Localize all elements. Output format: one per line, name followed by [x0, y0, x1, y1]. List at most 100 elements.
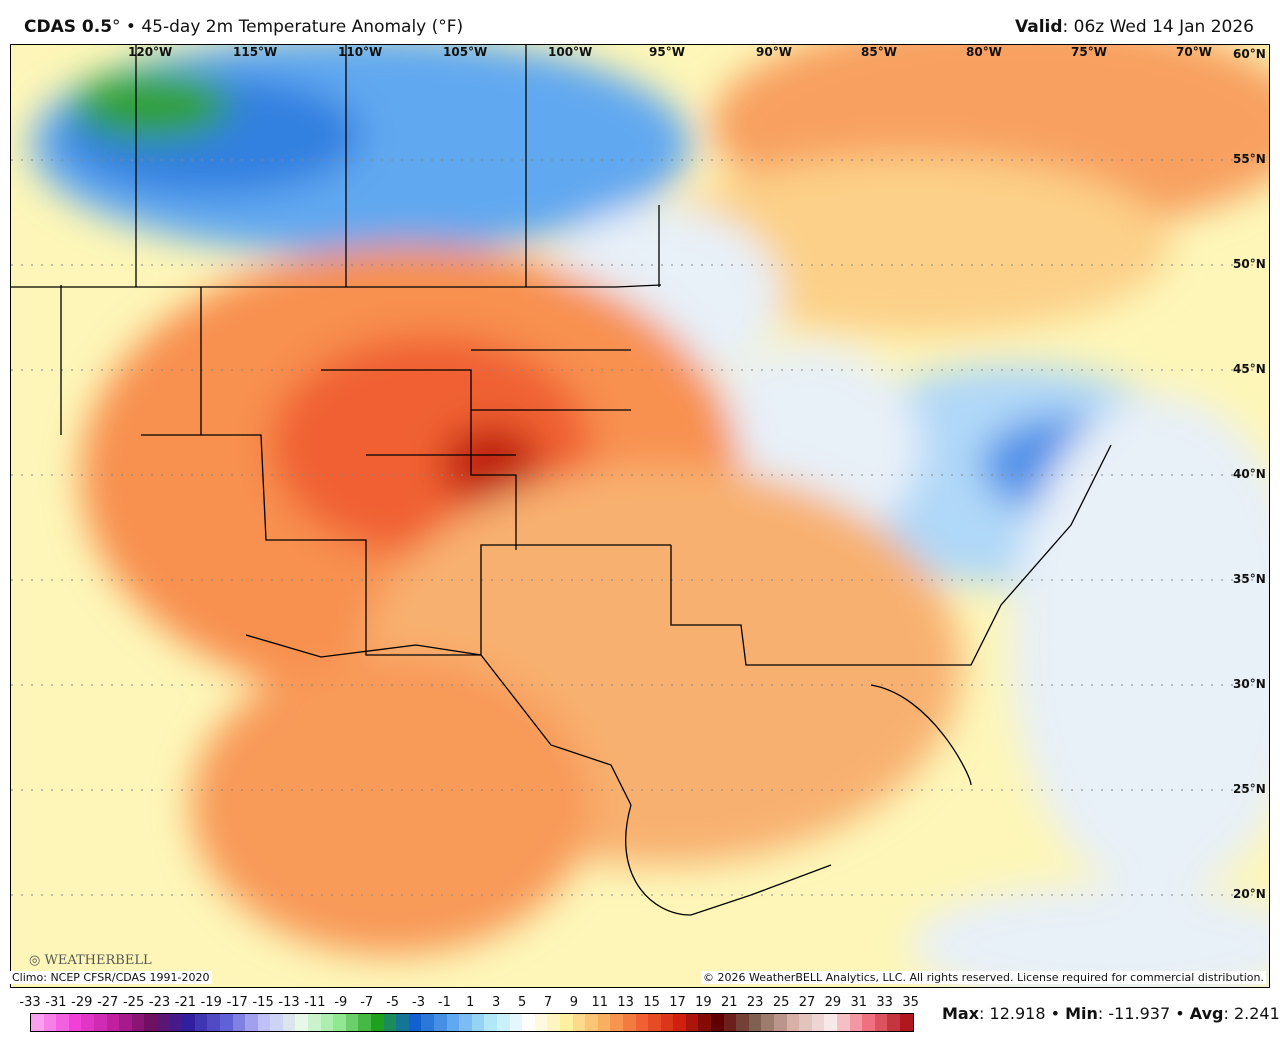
- colorbar-ticks: -33 -31 -29 -27 -25 -23 -21 -19 -17 -15 -13 -11 -9 -7…: [18, 995, 918, 1011]
- colorbar-cell: [333, 1014, 346, 1031]
- bc-green: [71, 70, 231, 140]
- colorbar-cell: [93, 1014, 107, 1031]
- colorbar-cell: [559, 1014, 573, 1031]
- colorbar-cell: [522, 1014, 535, 1031]
- colorbar-tick: -29: [71, 995, 93, 1010]
- min-label: Min: [1065, 1004, 1098, 1023]
- longitude-label: 110°W: [338, 45, 383, 59]
- colorbar-tick: 21: [721, 995, 738, 1010]
- colorbar-tick: 9: [569, 995, 579, 1010]
- colorbar-cell: [622, 1014, 636, 1031]
- colorbar-tick: -31: [45, 995, 67, 1010]
- colorbar-cell: [81, 1014, 94, 1031]
- latitude-label: 30°N: [1233, 677, 1266, 691]
- colorbar-cell: [345, 1014, 359, 1031]
- colorbar-cell: [572, 1014, 586, 1031]
- colorbar-cell: [396, 1014, 409, 1031]
- colorbar-tick: 13: [617, 995, 634, 1010]
- colorbar-tick: 27: [798, 995, 816, 1010]
- colorbar-cell: [774, 1014, 787, 1031]
- colorbar-cell: [849, 1014, 863, 1031]
- colorbar-cell: [169, 1014, 183, 1031]
- climo-source: Climo: NCEP CFSR/CDAS 1991-2020: [10, 971, 212, 984]
- colorbar-cell: [711, 1014, 724, 1031]
- longitude-label: 75°W: [1071, 45, 1107, 59]
- colorbar-tick: -23: [148, 995, 171, 1010]
- colorbar-cell: [408, 1014, 422, 1031]
- colorbar-tick: 23: [746, 995, 764, 1010]
- colorbar-cell: [68, 1014, 82, 1031]
- colorbar-tick: -1: [437, 995, 451, 1010]
- colorbar-cell: [434, 1014, 447, 1031]
- colorbar-tick: 1: [466, 995, 475, 1010]
- colorbar-tick: -21: [174, 995, 197, 1010]
- colorbar-cell: [56, 1014, 69, 1031]
- colorbar-tick: -3: [412, 995, 425, 1010]
- caribbean-neutral: [911, 885, 1269, 987]
- min-value: : -11.937 •: [1097, 1004, 1190, 1023]
- colorbar-tick: 35: [902, 995, 919, 1010]
- colorbar-cell: [547, 1014, 560, 1031]
- colorbar-cell: [635, 1014, 649, 1031]
- colorbar-cell: [761, 1014, 775, 1031]
- colorbar-tick: 17: [669, 995, 686, 1010]
- colorbar-cell: [383, 1014, 397, 1031]
- latitude-label: 40°N: [1233, 467, 1266, 481]
- colorbar-cell: [207, 1014, 220, 1031]
- colorbar-tick: 3: [492, 995, 501, 1010]
- colorbar-tick: -17: [226, 995, 248, 1010]
- colorbar-cell: [446, 1014, 460, 1031]
- mexico-warm: [191, 655, 591, 955]
- colorbar-cell: [837, 1014, 850, 1031]
- colorbar-tick: -19: [200, 995, 222, 1010]
- valid-value: : 06z Wed 14 Jan 2026: [1062, 17, 1254, 37]
- longitude-label: 85°W: [861, 45, 897, 59]
- colorbar-cell: [862, 1014, 875, 1031]
- anomaly-map[interactable]: 120°W 115°W 110°W 105°W 100°W 95°W 90°W 85°W 80°…: [10, 44, 1270, 988]
- colorbar-cell: [597, 1014, 611, 1031]
- colorbar-cell: [131, 1014, 145, 1031]
- ontario-warm: [651, 155, 1171, 335]
- colorbar-cell: [799, 1014, 812, 1031]
- longitude-label: 105°W: [443, 45, 488, 59]
- colorbar-tick: 15: [643, 995, 660, 1010]
- latitude-label: 45°N: [1233, 362, 1266, 376]
- max-value: : 12.918 •: [979, 1004, 1066, 1023]
- colorbar-cell: [723, 1014, 737, 1031]
- colorbar-tick: 11: [591, 995, 609, 1010]
- latitude-label: 20°N: [1233, 887, 1266, 901]
- avg-label: Avg: [1189, 1004, 1224, 1023]
- colorbar-cell: [232, 1014, 246, 1031]
- colorbar-cell: [245, 1014, 258, 1031]
- colorbar-tick: 31: [850, 995, 868, 1010]
- colorbar-cell: [824, 1014, 837, 1031]
- anomaly-field: [11, 45, 1269, 987]
- colorbar-cell: [685, 1014, 699, 1031]
- title-text: • 45-day 2m Temperature Anomaly (°F): [120, 17, 464, 37]
- field-stats: Max: 12.918 • Min: -11.937 • Avg: 2.241: [942, 1004, 1280, 1023]
- colorbar-tick: 19: [695, 995, 712, 1010]
- colorbar-cell: [471, 1014, 485, 1031]
- colorbar-cell: [295, 1014, 309, 1031]
- colorbar-cell: [421, 1014, 434, 1031]
- borders: [11, 45, 1112, 916]
- colorbar-tick: 7: [543, 995, 553, 1010]
- colorbar-cell: [282, 1014, 296, 1031]
- model-name: CDAS 0.5: [24, 17, 113, 37]
- colorbar-tick: 25: [772, 995, 790, 1010]
- colorbar-cell: [811, 1014, 825, 1031]
- colorbar-tick: -7: [360, 995, 374, 1010]
- colorbar-cell: [484, 1014, 497, 1031]
- map-title: CDAS 0.5° • 45-day 2m Temperature Anomal…: [24, 17, 463, 37]
- colorbar-cell: [219, 1014, 233, 1031]
- colorbar-tick: 5: [517, 995, 527, 1010]
- colorbar-cell: [308, 1014, 321, 1031]
- colorbar-cell: [43, 1014, 57, 1031]
- latitude-label: 50°N: [1233, 257, 1266, 271]
- colorbar-cell: [194, 1014, 208, 1031]
- latitude-label: 60°N: [1233, 47, 1266, 61]
- colorbar-tick: -9: [334, 995, 348, 1010]
- colorbar-tick: 29: [824, 995, 842, 1010]
- colorbar-tick: -13: [278, 995, 300, 1010]
- weatherbell-logo: ◎ WEATHERBELL: [29, 953, 152, 968]
